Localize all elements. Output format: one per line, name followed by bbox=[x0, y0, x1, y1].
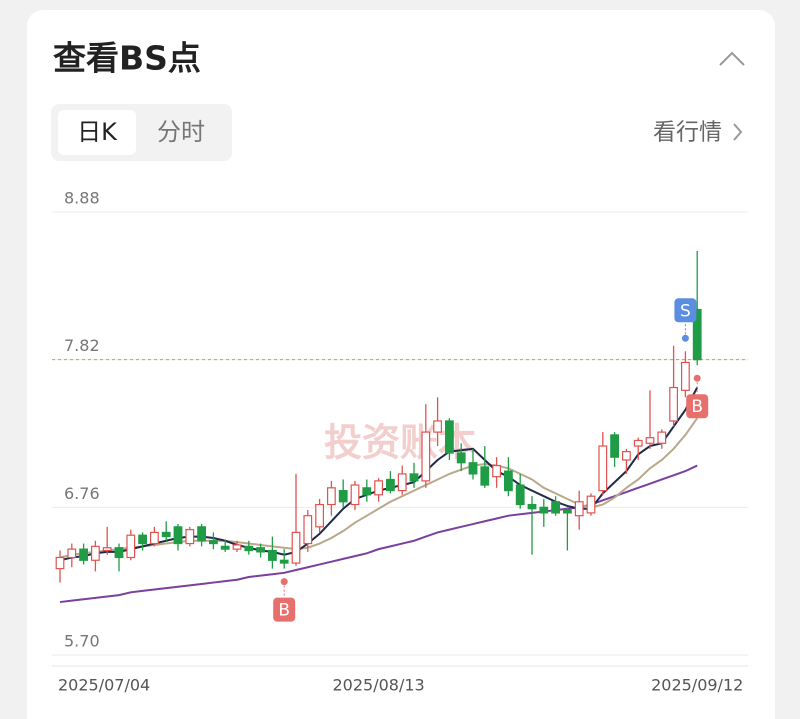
candle-body bbox=[350, 484, 360, 506]
candle-body bbox=[409, 473, 419, 482]
candle-body bbox=[90, 545, 100, 561]
candle-body bbox=[480, 466, 490, 486]
y-tick-label: 7.82 bbox=[64, 336, 100, 355]
candle-body bbox=[209, 540, 218, 545]
card-title: 查看BS点 bbox=[53, 39, 201, 78]
candle-body bbox=[598, 445, 608, 492]
candle-body bbox=[185, 529, 195, 545]
candle-body bbox=[173, 526, 183, 545]
candle-body bbox=[232, 544, 242, 550]
quote-link[interactable]: 看行情 bbox=[653, 120, 722, 146]
candle-body bbox=[621, 451, 631, 461]
signal-label: S bbox=[680, 301, 691, 321]
candle-body bbox=[562, 509, 572, 514]
link-arrow bbox=[733, 123, 743, 141]
candle-body bbox=[397, 473, 407, 492]
signal-badge bbox=[686, 394, 709, 419]
candle-body bbox=[303, 515, 313, 545]
candle-body bbox=[610, 434, 619, 458]
candle-body bbox=[138, 534, 148, 545]
candle-body bbox=[79, 548, 89, 561]
signal-badge bbox=[674, 298, 697, 323]
candle-body bbox=[67, 548, 77, 559]
candle-body bbox=[645, 437, 655, 444]
candle-body bbox=[539, 506, 549, 514]
candle-body bbox=[515, 484, 525, 506]
candle-body bbox=[327, 487, 336, 506]
candle-body bbox=[197, 526, 207, 542]
candle-body bbox=[102, 547, 112, 552]
candle-body bbox=[374, 480, 383, 496]
candle-body bbox=[692, 308, 702, 361]
candle-body bbox=[315, 503, 324, 528]
collapse-button[interactable] bbox=[719, 51, 745, 66]
candle-body bbox=[220, 545, 230, 550]
candle-body bbox=[633, 439, 643, 447]
candle-body bbox=[256, 547, 265, 553]
y-tick-label: 5.70 bbox=[64, 632, 100, 651]
x-tick-label: 2025/09/12 bbox=[651, 676, 743, 695]
tab[interactable]: 日K bbox=[77, 118, 118, 146]
candle-body bbox=[586, 495, 596, 514]
y-tick-label: 6.76 bbox=[64, 484, 100, 503]
candle-body bbox=[421, 431, 431, 482]
candle-body bbox=[279, 559, 289, 564]
signal-label: B bbox=[278, 601, 290, 621]
candle-body bbox=[244, 545, 254, 552]
candle-body bbox=[456, 452, 466, 464]
candle-body bbox=[492, 464, 501, 478]
y-tick-label: 8.88 bbox=[64, 189, 100, 208]
candle-body bbox=[574, 501, 584, 517]
candle-body bbox=[468, 462, 478, 475]
candle-body bbox=[527, 503, 537, 510]
candle-body bbox=[433, 420, 442, 433]
candle-body bbox=[386, 478, 395, 492]
x-tick-label: 2025/08/13 bbox=[332, 676, 424, 695]
candle-body bbox=[551, 501, 560, 514]
tab-selected-bg bbox=[58, 110, 136, 155]
candle-body bbox=[161, 531, 171, 538]
candle-body bbox=[291, 531, 301, 564]
candle-body bbox=[55, 556, 65, 570]
candle-body bbox=[268, 549, 277, 561]
x-tick-label: 2025/07/04 bbox=[58, 676, 150, 695]
candle-body bbox=[657, 431, 667, 444]
tab[interactable]: 分时 bbox=[157, 118, 205, 146]
candle-body bbox=[504, 470, 513, 492]
signal-badge bbox=[273, 597, 296, 622]
candle-body bbox=[445, 420, 454, 454]
signal-label: B bbox=[691, 397, 703, 417]
candle-body bbox=[680, 361, 690, 391]
candle-body bbox=[362, 487, 372, 496]
candle-body bbox=[669, 386, 678, 422]
candle-body bbox=[126, 534, 136, 559]
plot: 8.88 7.82 6.76 5.70 2025/07/04 2025/08/13 2025… bbox=[52, 189, 748, 695]
candle-body bbox=[150, 531, 159, 545]
candle-body bbox=[338, 490, 348, 503]
candle-body bbox=[114, 547, 124, 559]
